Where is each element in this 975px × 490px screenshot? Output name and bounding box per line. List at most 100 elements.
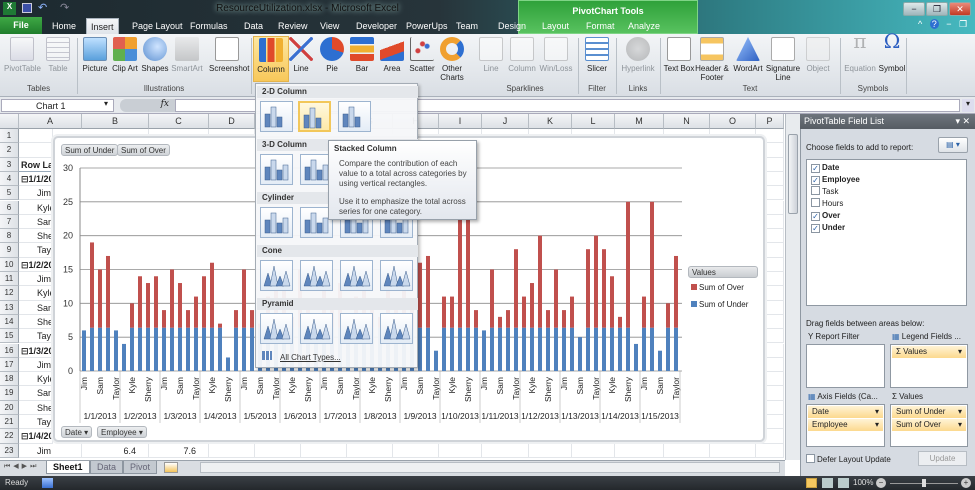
cell-O23[interactable] bbox=[710, 443, 756, 458]
field-employee[interactable]: ✓ Employee bbox=[811, 174, 962, 186]
sheet-tab-sheet1[interactable]: Sheet1 bbox=[46, 461, 90, 474]
ribbon-button-table[interactable]: Table bbox=[40, 36, 76, 80]
tab-layout[interactable]: Layout bbox=[542, 21, 570, 31]
row-header-22[interactable]: 22 bbox=[0, 429, 19, 444]
chart-type-tile[interactable] bbox=[260, 207, 293, 238]
ribbon-button-screenshot[interactable]: Screenshot bbox=[209, 36, 249, 80]
cell-P21[interactable] bbox=[756, 415, 784, 430]
insert-function-button[interactable]: fx bbox=[120, 99, 175, 112]
column-header-C[interactable]: C bbox=[149, 114, 209, 129]
cell-A15[interactable]: Taylor bbox=[19, 329, 53, 344]
field-checkbox[interactable] bbox=[811, 186, 820, 195]
tab-powerups[interactable]: PowerUps bbox=[406, 21, 448, 31]
update-button[interactable]: Update bbox=[918, 451, 967, 466]
chart-type-tile[interactable] bbox=[300, 260, 333, 291]
column-header-P[interactable]: P bbox=[756, 114, 784, 129]
column-header-B[interactable]: B bbox=[82, 114, 149, 129]
cell-B23[interactable]: 6.4 bbox=[82, 443, 149, 458]
row-header-19[interactable]: 19 bbox=[0, 386, 19, 401]
row-header-20[interactable]: 20 bbox=[0, 400, 19, 415]
cell-C23[interactable]: 7.6 bbox=[149, 443, 209, 458]
vertical-scrollbar[interactable] bbox=[785, 114, 800, 460]
cell-P20[interactable] bbox=[756, 400, 784, 415]
row-header-6[interactable]: 6 bbox=[0, 200, 19, 215]
tab-analyze[interactable]: Analyze bbox=[628, 21, 661, 31]
ribbon-button-slicer[interactable]: Slicer bbox=[579, 36, 615, 80]
restore-button[interactable]: ❐ bbox=[926, 2, 948, 16]
cell-P9[interactable] bbox=[756, 243, 784, 258]
cell-A3[interactable]: Row Labels bbox=[19, 157, 53, 172]
scrollbar-thumb[interactable] bbox=[788, 134, 798, 214]
row-header-1[interactable]: 1 bbox=[0, 129, 19, 144]
row-header-9[interactable]: 9 bbox=[0, 243, 19, 258]
ribbon-window-controls[interactable]: ^ ? − ❐ ✕ bbox=[918, 19, 975, 30]
defer-layout-update-checkbox[interactable]: Defer Layout Update bbox=[806, 454, 891, 464]
cell-P13[interactable] bbox=[756, 300, 784, 315]
cell-P23[interactable] bbox=[756, 443, 784, 458]
chart-type-tile[interactable] bbox=[338, 101, 371, 132]
ribbon-button-smartart[interactable]: SmartArt bbox=[169, 36, 205, 80]
dropdown-icon[interactable]: ▾ bbox=[874, 420, 879, 429]
ribbon-button-hyperlink[interactable]: Hyperlink bbox=[620, 36, 656, 80]
field-checkbox[interactable]: ✓ bbox=[811, 224, 820, 233]
row-header-5[interactable]: 5 bbox=[0, 186, 19, 201]
cell-J23[interactable] bbox=[482, 443, 529, 458]
row-header-23[interactable]: 23 bbox=[0, 443, 19, 458]
tab-insert[interactable]: Insert bbox=[86, 18, 119, 34]
tab-developer[interactable]: Developer bbox=[356, 21, 398, 31]
normal-view-icon[interactable] bbox=[806, 478, 817, 488]
chart-type-tile[interactable] bbox=[260, 154, 293, 185]
row-header-18[interactable]: 18 bbox=[0, 372, 19, 387]
cell-A11[interactable]: Jim bbox=[19, 272, 53, 287]
macro-record-icon[interactable] bbox=[42, 478, 53, 488]
tab-review[interactable]: Review bbox=[278, 21, 308, 31]
column-header-J[interactable]: J bbox=[482, 114, 529, 129]
cell-P14[interactable] bbox=[756, 314, 784, 330]
help-icon[interactable]: ? bbox=[929, 19, 939, 29]
chart-type-tile[interactable] bbox=[300, 207, 333, 238]
cell-P18[interactable] bbox=[756, 372, 784, 387]
ribbon-button-bar[interactable]: Bar bbox=[344, 36, 380, 80]
cell-P5[interactable] bbox=[756, 186, 784, 201]
page-layout-view-icon[interactable] bbox=[822, 478, 833, 488]
ribbon-button-clip-art[interactable]: Clip Art bbox=[107, 36, 143, 80]
cell-A21[interactable]: Taylor bbox=[19, 415, 53, 430]
undo-icon[interactable]: ↶ bbox=[38, 2, 48, 14]
page-break-view-icon[interactable] bbox=[838, 478, 849, 488]
column-header-M[interactable]: M bbox=[615, 114, 664, 129]
cell-A7[interactable]: Sam bbox=[19, 214, 53, 230]
cell-P11[interactable] bbox=[756, 272, 784, 287]
tab-design[interactable]: Design bbox=[498, 21, 527, 31]
redo-icon[interactable]: ↷ bbox=[60, 2, 70, 14]
tab-team[interactable]: Team bbox=[456, 21, 479, 31]
ribbon-button-line[interactable]: Line bbox=[283, 36, 319, 80]
tab-home[interactable]: Home bbox=[52, 21, 77, 31]
field-over[interactable]: ✓ Over bbox=[811, 210, 962, 222]
field-checkbox[interactable] bbox=[811, 198, 820, 207]
ribbon-button-line[interactable]: Line bbox=[473, 36, 509, 80]
all-chart-types-link[interactable]: All Chart Types... bbox=[262, 351, 341, 362]
cell-P22[interactable] bbox=[756, 429, 784, 444]
cell-A17[interactable]: Jim bbox=[19, 357, 53, 373]
column-header-I[interactable]: I bbox=[439, 114, 482, 129]
column-header-K[interactable]: K bbox=[529, 114, 572, 129]
field-list-layout-button[interactable]: ▤ ▾ bbox=[938, 137, 968, 153]
chart-type-tile[interactable] bbox=[340, 260, 373, 291]
sheet-nav-arrows[interactable]: ⏮◀▶⏭ bbox=[4, 463, 40, 470]
field-checkbox[interactable]: ✓ bbox=[811, 212, 820, 221]
chart-type-tile[interactable] bbox=[300, 313, 333, 344]
row-header-2[interactable]: 2 bbox=[0, 143, 19, 158]
ribbon-button-equation[interactable]: π Equation bbox=[842, 31, 878, 80]
dropdown-icon[interactable]: ▾ bbox=[957, 347, 962, 356]
name-box[interactable]: Chart 1 bbox=[1, 99, 114, 112]
cell-A5[interactable]: Jim bbox=[19, 186, 53, 201]
area-item-employee[interactable]: Employee ▾ bbox=[808, 419, 883, 431]
area-item-sum-of-under[interactable]: Sum of Under ▾ bbox=[892, 406, 966, 418]
row-header-10[interactable]: 10 bbox=[0, 257, 19, 272]
chart-type-tile[interactable] bbox=[380, 260, 413, 291]
sheet-tab-data[interactable]: Data bbox=[90, 461, 124, 474]
cell-A19[interactable]: Sam bbox=[19, 386, 53, 401]
horizontal-scrollbar[interactable] bbox=[200, 462, 780, 473]
cell-P12[interactable] bbox=[756, 286, 784, 301]
report-filter-area[interactable] bbox=[806, 344, 885, 388]
